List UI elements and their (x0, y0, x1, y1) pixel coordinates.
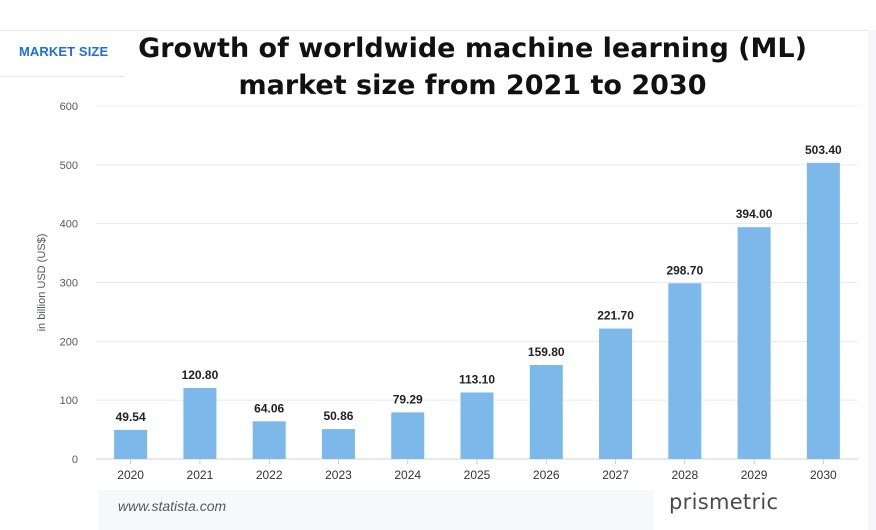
x-tick-label: 2024 (394, 468, 421, 482)
data-label: 159.80 (528, 345, 565, 359)
y-axis-label: in billion USD (US$) (36, 234, 48, 332)
bar (114, 429, 148, 459)
x-tick-label: 2028 (671, 468, 698, 482)
x-tick-label: 2026 (533, 468, 560, 482)
bar (668, 283, 702, 459)
y-tick-label: 300 (60, 278, 78, 290)
y-tick-label: 600 (60, 101, 78, 113)
x-tick-label: 2023 (325, 468, 352, 482)
top-divider (0, 30, 876, 31)
bar (806, 162, 840, 459)
bar (391, 412, 425, 459)
chart-title-line-1: Growth of worldwide machine learning (ML… (138, 33, 807, 64)
x-tick-label: 2027 (602, 468, 629, 482)
bar (460, 392, 494, 459)
x-tick-label: 2030 (810, 468, 837, 482)
y-tick-label: 200 (60, 336, 78, 348)
data-label: 120.80 (182, 368, 219, 382)
bar (599, 328, 633, 459)
bar (183, 387, 217, 459)
bar (737, 227, 771, 459)
data-label: 49.54 (116, 410, 146, 424)
data-label: 298.70 (666, 263, 703, 277)
tab-divider (0, 76, 125, 77)
chart-title: Growth of worldwide machine learning (ML… (130, 30, 815, 104)
data-label: 50.86 (323, 409, 353, 423)
x-tick-label: 2029 (741, 468, 768, 482)
data-label: 79.29 (393, 392, 423, 406)
x-tick-label: 2021 (187, 468, 214, 482)
source-link[interactable]: www.statista.com (118, 498, 227, 514)
y-tick-label: 400 (60, 219, 78, 231)
bar (252, 421, 286, 459)
brand-logo: prismetric (669, 490, 779, 514)
data-label: 503.40 (805, 143, 842, 157)
chart-title-line-2: market size from 2021 to 2030 (238, 70, 707, 101)
y-tick-label: 500 (60, 160, 78, 172)
data-label: 221.70 (597, 309, 634, 323)
scrollbar-track (868, 30, 876, 530)
bar (321, 429, 355, 459)
x-tick-label: 2022 (256, 468, 283, 482)
x-tick-label: 2020 (117, 468, 144, 482)
data-label: 113.10 (459, 372, 495, 386)
bar (529, 364, 563, 459)
y-tick-label: 0 (72, 454, 78, 466)
data-label: 64.06 (254, 401, 284, 415)
data-label: 394.00 (736, 207, 773, 221)
footer-bar (98, 490, 654, 530)
tab-market-size[interactable]: MARKET SIZE (19, 44, 109, 59)
x-tick-label: 2025 (464, 468, 491, 482)
y-tick-label: 100 (60, 395, 78, 407)
